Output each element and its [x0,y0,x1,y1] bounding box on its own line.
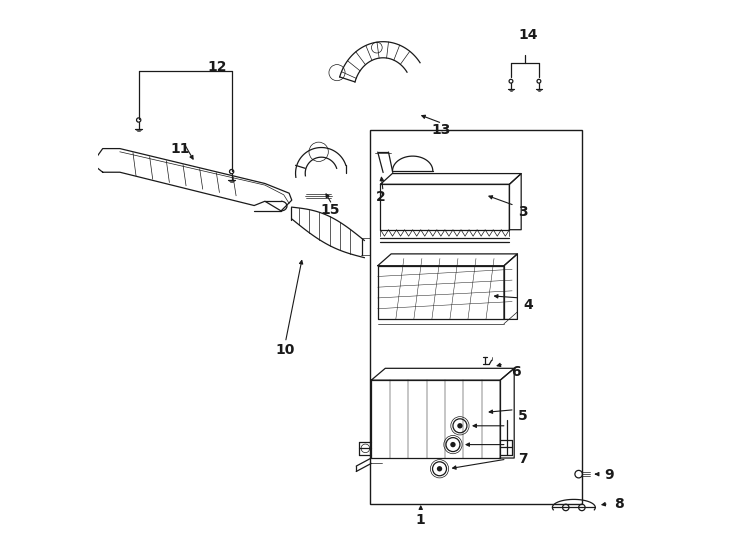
Text: 15: 15 [321,203,341,217]
Text: 7: 7 [518,452,528,466]
Text: 10: 10 [276,342,295,356]
Circle shape [457,423,462,428]
Bar [370,130,582,504]
Text: 6: 6 [512,365,521,379]
Text: 2: 2 [376,191,385,205]
Circle shape [437,466,442,471]
Circle shape [450,442,456,447]
Text: 13: 13 [432,123,451,137]
Text: 4: 4 [523,298,533,312]
Text: 12: 12 [208,60,228,74]
Text: 8: 8 [614,497,625,511]
Text: 3: 3 [518,205,528,219]
Text: 11: 11 [171,141,190,156]
Text: 1: 1 [416,513,426,527]
Text: 9: 9 [604,468,614,482]
Text: 5: 5 [518,409,528,423]
Text: 14: 14 [518,28,538,42]
